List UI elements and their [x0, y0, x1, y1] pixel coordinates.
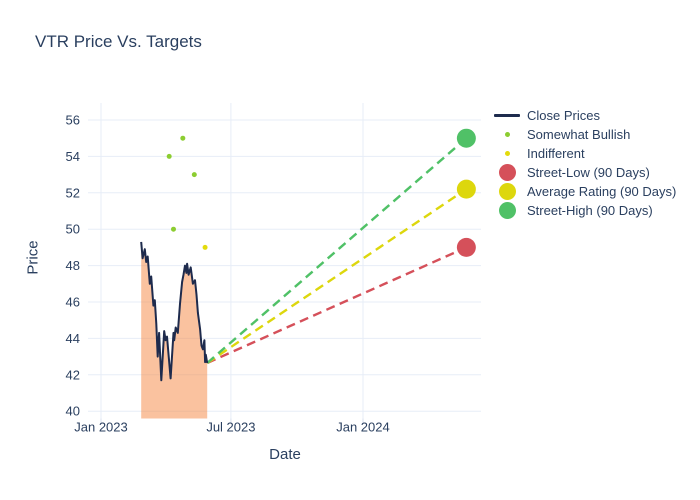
y-tick-label: 40 [66, 404, 80, 419]
x-tick-label: Jul 2023 [206, 420, 255, 435]
legend-item-average-rating[interactable]: Average Rating (90 Days) [492, 182, 676, 201]
chart-title: VTR Price Vs. Targets [35, 32, 202, 51]
somewhat-bullish-dot-swatch [492, 132, 522, 137]
somewhat-bullish-point[interactable] [170, 226, 176, 232]
legend-item-label: Average Rating (90 Days) [527, 184, 677, 199]
y-tick-label: 52 [66, 185, 80, 200]
y-tick-label: 48 [66, 258, 80, 273]
legend-item-label: Somewhat Bullish [527, 127, 631, 142]
legend-item-label: Close Prices [527, 108, 600, 123]
y-tick-label: 56 [66, 113, 80, 128]
y-tick-label: 54 [66, 149, 80, 164]
legend-item-close-prices[interactable]: Close Prices [492, 106, 676, 125]
somewhat-bullish-point[interactable] [180, 135, 186, 141]
indifferent-point[interactable] [202, 244, 208, 250]
y-tick-label: 44 [66, 331, 80, 346]
legend-item-label: Street-Low (90 Days) [527, 165, 650, 180]
close-price-area [141, 241, 208, 419]
legend: Close Prices Somewhat Bullish Indifferen… [492, 106, 676, 220]
legend-item-somewhat-bullish[interactable]: Somewhat Bullish [492, 125, 676, 144]
y-tick-label: 42 [66, 367, 80, 382]
x-tick-label: Jan 2024 [336, 420, 390, 435]
legend-item-street-high[interactable]: Street-High (90 Days) [492, 201, 676, 220]
x-axis-title: Date [269, 446, 301, 463]
street-low-circle-swatch [492, 164, 522, 181]
street-low-90-days-marker[interactable] [456, 237, 476, 257]
somewhat-bullish-point[interactable] [166, 153, 172, 159]
x-tick-label: Jan 2023 [74, 420, 128, 435]
somewhat-bullish-point[interactable] [191, 172, 197, 178]
projection-line-street-high-90-days [206, 137, 468, 364]
street-high-90-days-marker[interactable] [456, 128, 476, 148]
projection-line-street-low-90-days [206, 246, 467, 365]
indifferent-dot-swatch [492, 151, 522, 156]
legend-item-street-low[interactable]: Street-Low (90 Days) [492, 163, 676, 182]
legend-item-label: Indifferent [527, 146, 585, 161]
close-prices-line-swatch [492, 114, 522, 117]
y-tick-label: 50 [66, 222, 80, 237]
projection-line-average-rating-90-days [206, 188, 468, 364]
legend-item-label: Street-High (90 Days) [527, 203, 653, 218]
y-tick-label: 46 [66, 295, 80, 310]
average-rating-90-days-marker[interactable] [456, 179, 476, 199]
street-high-circle-swatch [492, 202, 522, 219]
legend-item-indifferent[interactable]: Indifferent [492, 144, 676, 163]
close-price-line[interactable] [140, 241, 209, 382]
average-rating-circle-swatch [492, 183, 522, 200]
